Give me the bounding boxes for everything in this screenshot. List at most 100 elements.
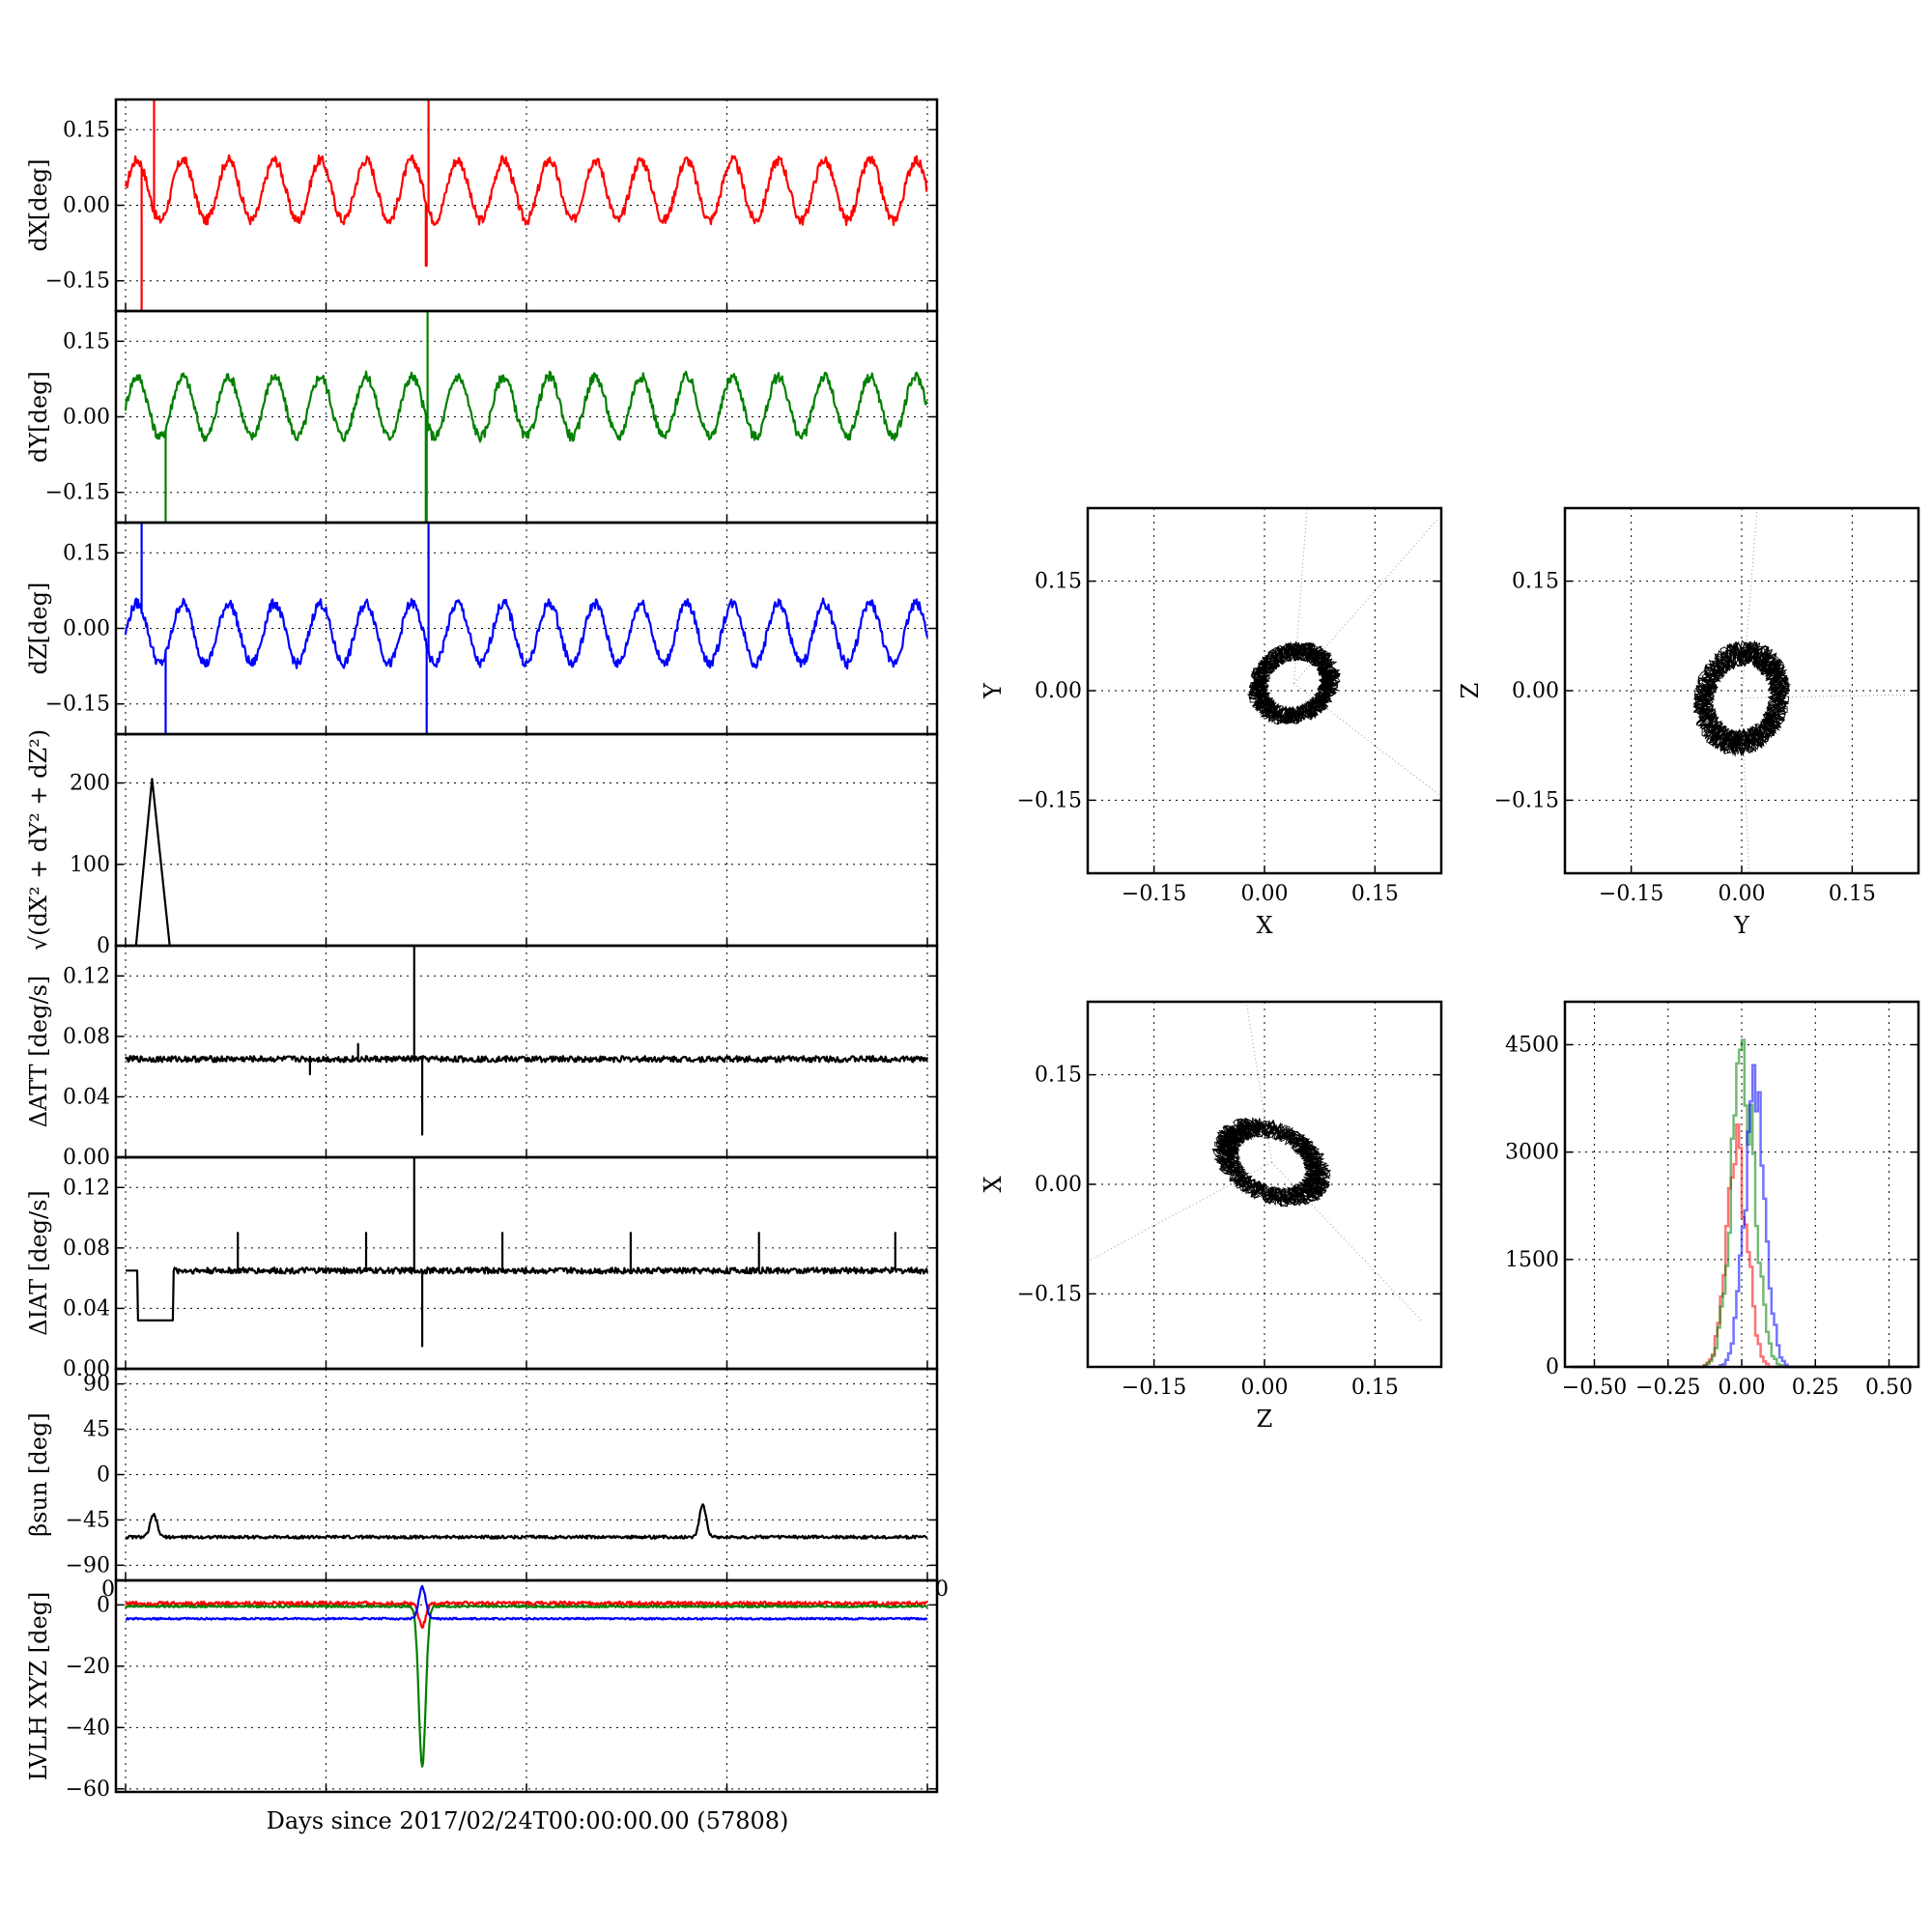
overflow-tick-right: 0: [935, 1577, 949, 1602]
xy_scatter-ytick-label: 0.00: [1035, 679, 1082, 703]
panel-zx_scatter: −0.15 0.00 0.15 −0.15 0.00 0.15 Z X: [980, 1000, 1443, 1433]
histogram-ytick-label: 4500: [1505, 1033, 1559, 1057]
dx-ytick-label: −0.15: [45, 270, 110, 294]
beta-plot-area: [125, 1503, 928, 1540]
norm-plot-area: [126, 778, 927, 946]
dz-ylabel: dZ[deg]: [25, 582, 52, 675]
diat-ytick-label: 0.04: [63, 1296, 110, 1321]
yz_scatter-ytick-label: −0.15: [1494, 788, 1559, 812]
panel-yz_scatter: −0.15 0.00 0.15 −0.15 0.00 0.15 Y Z: [1457, 506, 1920, 939]
panel-lvlh: −60 −40 −20 0 LVLH XYZ [deg]: [25, 1578, 939, 1802]
yz_scatter-plot-area: [1692, 508, 1918, 873]
beta-ytick-label: 90: [83, 1373, 110, 1397]
beta-ytick-label: 0: [97, 1463, 110, 1488]
xy_scatter-ytick-label: 0.15: [1035, 570, 1082, 594]
lvlh-plot-area: [125, 1584, 928, 1768]
zx_scatter-ytick-label: 0.15: [1035, 1064, 1082, 1088]
lvlh-ytick-label: −20: [66, 1655, 110, 1679]
beta-ylabel: βsun [deg]: [25, 1412, 52, 1536]
datt-ytick-label: 0.12: [63, 964, 110, 988]
lvlh-ytick-label: −60: [66, 1777, 110, 1802]
zx_scatter-xlabel: Z: [1257, 1406, 1273, 1433]
panel-xy_scatter: −0.15 0.00 0.15 −0.15 0.00 0.15 X Y: [980, 506, 1443, 939]
panel-dz: −0.15 0.00 0.15 dZ[deg]: [25, 521, 939, 736]
xy_scatter-trajectory: [1246, 640, 1342, 725]
dx-ytick-label: 0.15: [63, 118, 110, 142]
histogram-ytick-label: 3000: [1505, 1141, 1559, 1165]
zx_scatter-ytick-label: 0.00: [1035, 1173, 1082, 1197]
diat-ytick-label: 0.08: [63, 1236, 110, 1261]
xy_scatter-frame: [1086, 506, 1443, 875]
zx_scatter-plot-area: [1088, 1002, 1424, 1323]
dy-ylabel: dY[deg]: [25, 371, 52, 463]
diat-ytick-label: 0.00: [63, 1357, 110, 1381]
lvlh-frame: [114, 1578, 939, 1794]
panel-beta: −90 −45 0 45 90 βsun [deg]: [25, 1367, 939, 1582]
norm-frame: [114, 732, 939, 948]
norm-ytick-label: 100: [70, 853, 110, 877]
yz_scatter-trajectory: [1692, 639, 1792, 757]
datt-ylabel: ΔATT [deg/s]: [25, 976, 52, 1128]
yz_scatter-xtick-label: −0.15: [1599, 882, 1663, 906]
histogram-ytick-label: 0: [1546, 1355, 1559, 1379]
xy_scatter-plot-area: [1246, 508, 1441, 798]
diat-ylabel: ΔIAT [deg/s]: [25, 1190, 52, 1336]
dz-ytick-label: 0.15: [63, 541, 110, 565]
panel-diat: 0.00 0.04 0.08 0.12 ΔIAT [deg/s]: [25, 1155, 939, 1381]
xy_scatter-ytick-label: −0.15: [1017, 788, 1082, 812]
xy_scatter-xlabel: X: [1256, 912, 1272, 939]
dx-ytick-label: 0.00: [63, 194, 110, 218]
dz-series-line: [124, 523, 929, 734]
histogram-xtick-label: 0.50: [1865, 1376, 1913, 1400]
lvlh-ylabel: LVLH XYZ [deg]: [25, 1592, 52, 1781]
histogram-xtick-label: −0.50: [1562, 1376, 1627, 1400]
datt-plot-area: [125, 946, 929, 1136]
yz_scatter-xtick-label: 0.15: [1829, 882, 1876, 906]
histogram-xtick-label: −0.25: [1635, 1376, 1700, 1400]
panel-norm: 0 100 200 √(dX² + dY² + dZ²): [25, 729, 939, 958]
zx_scatter-xtick-label: 0.00: [1241, 1376, 1289, 1400]
dx-plot-area: [124, 99, 928, 311]
panels: −0.15 0.00 0.15 dX[deg] −0.15 0.00 0.15 dY[deg]…: [25, 98, 1920, 1802]
yz_scatter-xlabel: Y: [1733, 912, 1750, 939]
yz_scatter-xtick-label: 0.00: [1719, 882, 1766, 906]
dz-ytick-label: −0.15: [45, 693, 110, 717]
dx-ylabel: dX[deg]: [25, 158, 52, 251]
diat-frame: [114, 1155, 939, 1371]
dy-series-line: [124, 311, 929, 523]
panel-datt: 0.00 0.04 0.08 0.12 ΔATT [deg/s]: [25, 944, 939, 1170]
histogram-ytick-label: 1500: [1505, 1248, 1559, 1272]
dy-plot-area: [124, 311, 929, 523]
panel-dx: −0.15 0.00 0.15 dX[deg]: [25, 98, 939, 313]
shared-x-axis-label: Days since 2017/02/24T00:00:00.00 (57808…: [267, 1807, 789, 1834]
norm-ytick-label: 0: [97, 934, 110, 958]
diat-plot-area: [125, 1157, 929, 1348]
lvlh-ytick-label: 0: [97, 1593, 110, 1617]
yz_scatter-ytick-label: 0.00: [1512, 679, 1559, 703]
yz_scatter-frame: [1563, 506, 1920, 875]
zx_scatter-xtick-label: 0.15: [1351, 1376, 1399, 1400]
diat-ytick-label: 0.12: [63, 1176, 110, 1200]
dx-series-line: [124, 99, 928, 311]
histogram-xtick-label: 0.25: [1792, 1376, 1839, 1400]
norm-ytick-label: 200: [70, 772, 110, 796]
lvlh-series-line: [125, 1584, 928, 1621]
lvlh-ytick-label: −40: [66, 1716, 110, 1740]
xy_scatter-ylabel: Y: [980, 682, 1007, 699]
histogram-frame: [1563, 1000, 1920, 1369]
datt-ytick-label: 0.04: [63, 1085, 110, 1109]
lvlh-series-line: [125, 1604, 928, 1768]
yz_scatter-ylabel: Z: [1457, 683, 1484, 699]
dz-plot-area: [124, 523, 929, 734]
dy-ytick-label: 0.00: [63, 406, 110, 430]
norm-ylabel: √(dX² + dY² + dZ²): [25, 729, 52, 951]
datt-ytick-label: 0.00: [63, 1146, 110, 1170]
yz_scatter-ytick-label: 0.15: [1512, 570, 1559, 594]
dz-ytick-label: 0.00: [63, 617, 110, 641]
dy-ytick-label: 0.15: [63, 329, 110, 354]
datt-frame: [114, 944, 939, 1159]
diat-series-line: [125, 1157, 929, 1348]
zx_scatter-xtick-label: −0.15: [1122, 1376, 1186, 1400]
xy_scatter-xtick-label: −0.15: [1122, 882, 1186, 906]
datt-series-line: [125, 946, 929, 1136]
